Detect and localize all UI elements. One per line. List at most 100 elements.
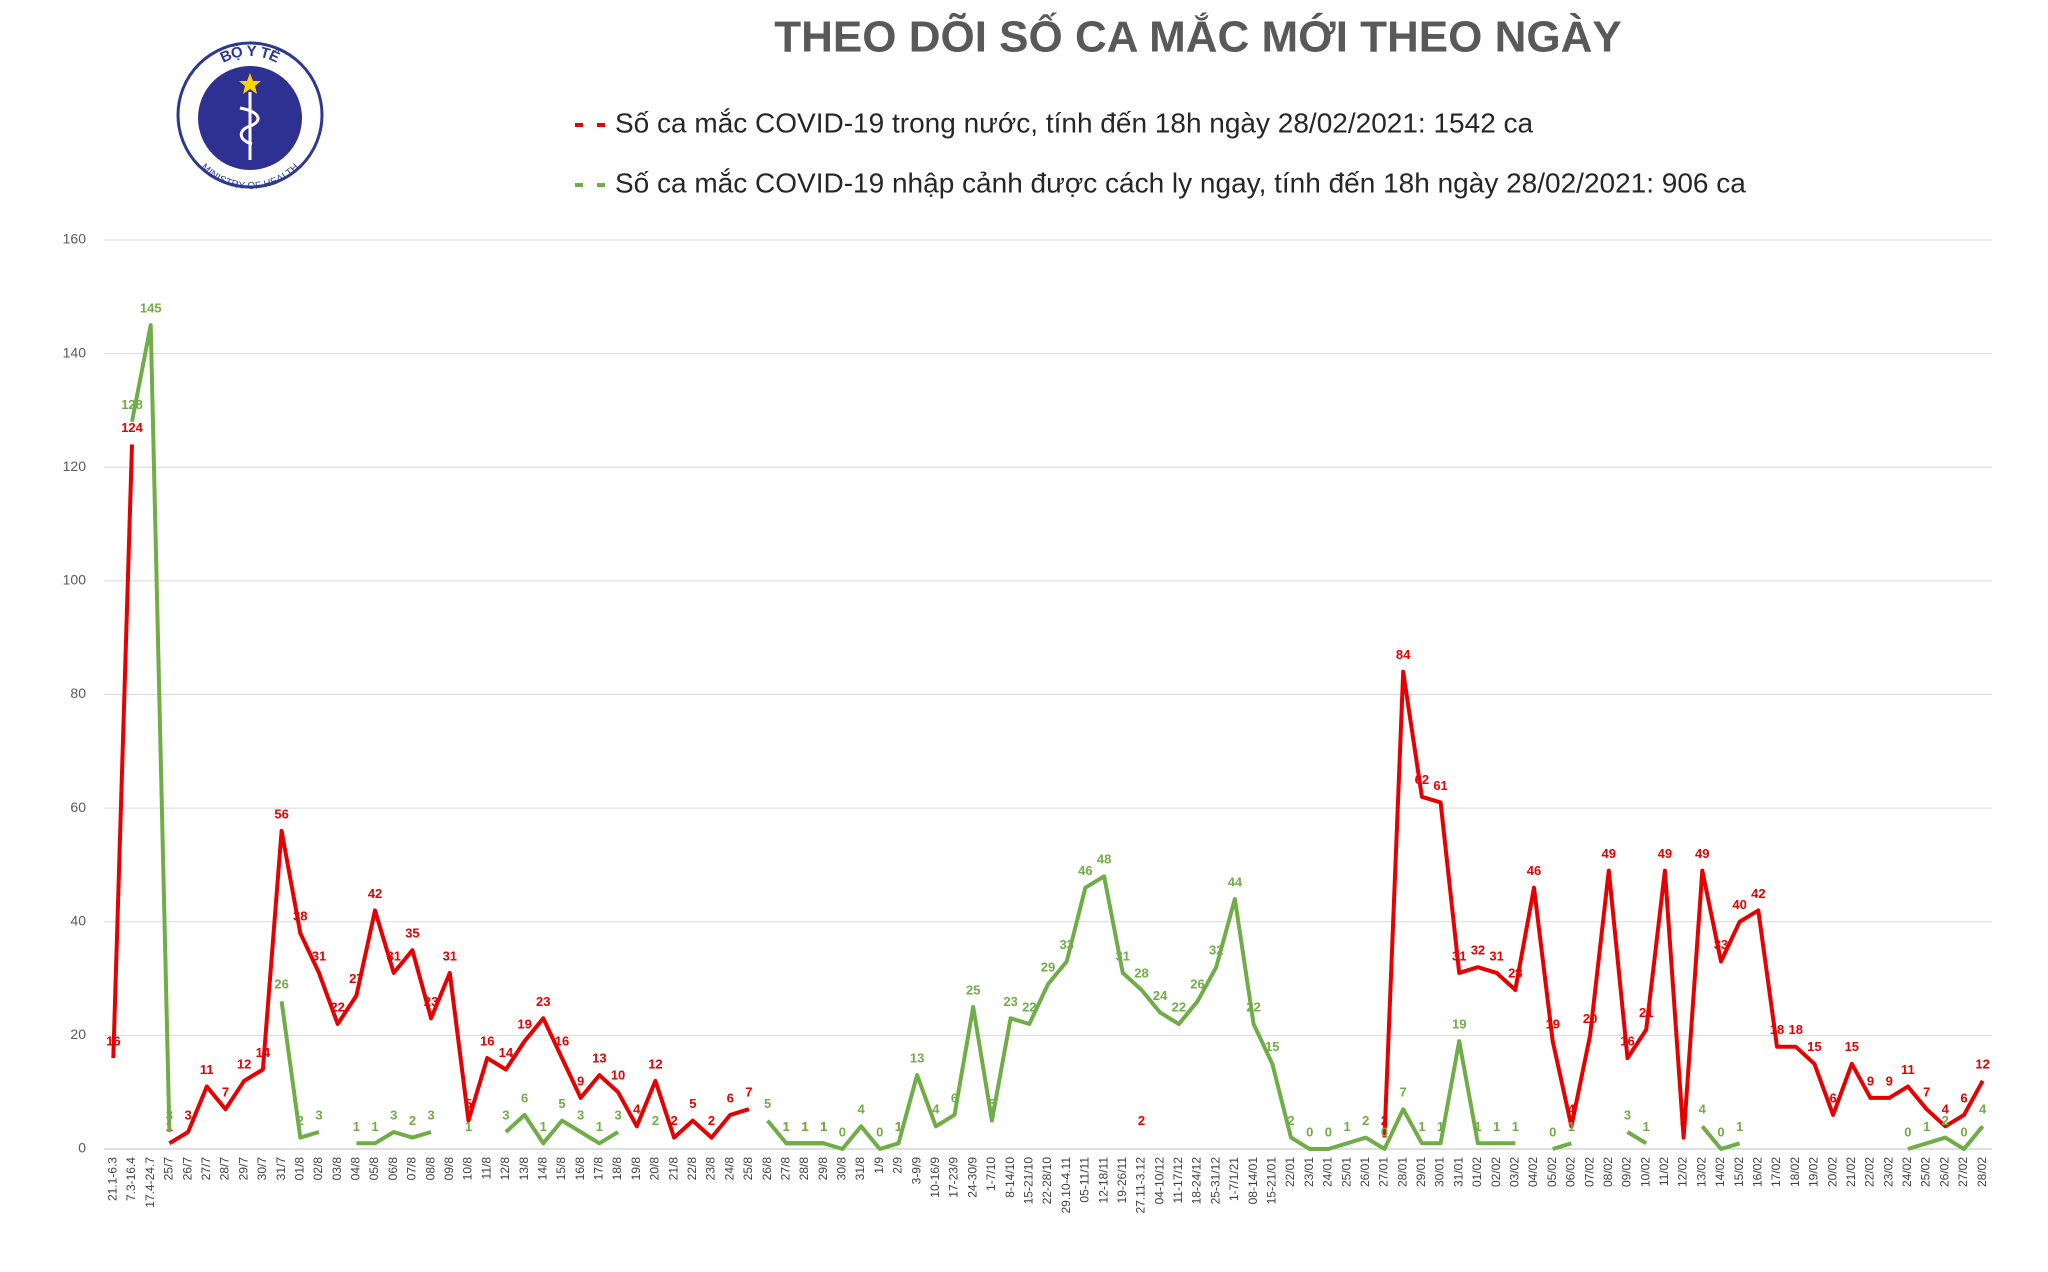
x-tick-label: 11/02 [1657, 1157, 1671, 1186]
data-label: 22 [330, 999, 344, 1014]
data-label: 1 [1474, 1119, 1481, 1134]
data-label: 20 [1583, 1011, 1597, 1026]
data-label: 0 [876, 1124, 883, 1139]
data-label: 1 [820, 1119, 827, 1134]
data-label: 7 [1923, 1085, 1930, 1100]
x-tick-label: 04/02 [1526, 1157, 1540, 1187]
data-label: 18 [1770, 1022, 1784, 1037]
data-label: 145 [140, 301, 162, 316]
data-label: 14 [499, 1045, 514, 1060]
y-tick-label: 20 [70, 1026, 86, 1042]
data-label: 31 [1116, 948, 1130, 963]
data-label: 6 [1829, 1090, 1836, 1105]
data-label: 1 [1568, 1119, 1575, 1134]
data-label: 5 [988, 1096, 995, 1111]
data-label: 1 [540, 1119, 547, 1134]
data-label: 7 [745, 1085, 752, 1100]
data-label: 23 [536, 994, 550, 1009]
x-tick-label: 27/02 [1956, 1157, 1970, 1187]
data-label: 19 [1545, 1016, 1559, 1031]
data-label: 9 [577, 1073, 584, 1088]
x-tick-label: 06/02 [1564, 1157, 1578, 1187]
x-tick-label: 02/02 [1489, 1157, 1503, 1187]
data-label: 31 [443, 948, 457, 963]
data-label: 4 [1568, 1102, 1576, 1117]
data-label: 1 [1437, 1119, 1444, 1134]
x-tick-label: 07/02 [1582, 1157, 1596, 1187]
data-label: 0 [1549, 1124, 1556, 1139]
data-label: 6 [727, 1090, 734, 1105]
x-tick-label: 02/8 [311, 1157, 325, 1181]
x-tick-label: 10-16/9 [928, 1157, 942, 1198]
data-label: 25 [966, 982, 980, 997]
y-tick-label: 80 [70, 685, 86, 701]
x-tick-label: 8-14/10 [1003, 1157, 1017, 1198]
data-label: 0 [1904, 1124, 1911, 1139]
x-tick-label: 21.1-6.3 [106, 1157, 120, 1201]
data-label: 31 [1489, 948, 1503, 963]
y-tick-label: 120 [63, 458, 87, 474]
data-label: 1 [783, 1119, 790, 1134]
data-label: 4 [857, 1102, 865, 1117]
data-label: 124 [121, 420, 143, 435]
x-tick-label: 25/01 [1339, 1157, 1353, 1187]
data-label: 49 [1602, 846, 1616, 861]
x-tick-label: 18-24/12 [1190, 1157, 1204, 1205]
data-label: 22 [1246, 999, 1260, 1014]
x-tick-label: 30/7 [255, 1157, 269, 1181]
data-label: 18 [1788, 1022, 1802, 1037]
x-tick-label: 24-30/9 [965, 1157, 979, 1198]
data-label: 22 [1172, 999, 1186, 1014]
x-tick-label: 27/7 [199, 1157, 213, 1181]
legend-label: Số ca mắc COVID-19 nhập cảnh được cách l… [615, 167, 1746, 198]
data-label: 48 [1097, 852, 1111, 867]
data-label: 49 [1695, 846, 1709, 861]
data-label: 84 [1396, 647, 1411, 662]
data-label: 3 [614, 1107, 621, 1122]
data-label: 3 [428, 1107, 435, 1122]
data-label: 1 [1923, 1119, 1930, 1134]
data-label: 42 [368, 886, 382, 901]
x-tick-label: 30/01 [1433, 1157, 1447, 1187]
x-tick-label: 22-28/10 [1040, 1157, 1054, 1205]
x-tick-label: 28/01 [1395, 1157, 1409, 1187]
data-label: 15 [1845, 1039, 1859, 1054]
x-tick-label: 27.11-3.12 [1134, 1157, 1148, 1214]
x-tick-label: 21/8 [666, 1157, 680, 1181]
data-label: 42 [1751, 886, 1765, 901]
data-label: 3 [502, 1107, 509, 1122]
data-label: 0 [839, 1124, 846, 1139]
data-label: 24 [1153, 988, 1168, 1003]
data-label: 5 [689, 1096, 696, 1111]
data-label: 0 [1306, 1124, 1313, 1139]
series-line [111, 444, 1985, 1146]
x-tick-label: 08/02 [1601, 1157, 1615, 1187]
x-tick-label: 29/7 [236, 1157, 250, 1181]
x-tick-label: 25/02 [1919, 1157, 1933, 1187]
x-tick-label: 28/7 [218, 1157, 232, 1181]
data-label: 11 [200, 1062, 214, 1077]
x-tick-label: 29/01 [1414, 1157, 1428, 1187]
data-label: 2 [409, 1113, 416, 1128]
data-label: 1 [465, 1119, 472, 1134]
x-tick-label: 26/01 [1358, 1157, 1372, 1187]
x-tick-label: 06/8 [386, 1157, 400, 1181]
legend-label: Số ca mắc COVID-19 trong nước, tính đến … [615, 107, 1534, 138]
x-tick-label: 04-10/12 [1152, 1157, 1166, 1205]
x-tick-label: 15/02 [1732, 1157, 1746, 1187]
data-label: 4 [932, 1102, 940, 1117]
x-tick-label: 16/02 [1751, 1157, 1765, 1187]
data-label: 1 [895, 1119, 902, 1134]
data-label: 46 [1527, 863, 1541, 878]
data-label: 7 [1400, 1085, 1407, 1100]
x-tick-label: 23/01 [1302, 1157, 1316, 1187]
data-label: 3 [1624, 1107, 1631, 1122]
x-tick-label: 18/8 [610, 1157, 624, 1181]
x-tick-label: 12-18/11 [1096, 1157, 1110, 1204]
x-tick-label: 29/8 [816, 1157, 830, 1181]
x-tick-label: 03/8 [330, 1157, 344, 1181]
x-tick-label: 09/02 [1620, 1157, 1634, 1187]
x-tick-label: 04/8 [349, 1157, 363, 1181]
